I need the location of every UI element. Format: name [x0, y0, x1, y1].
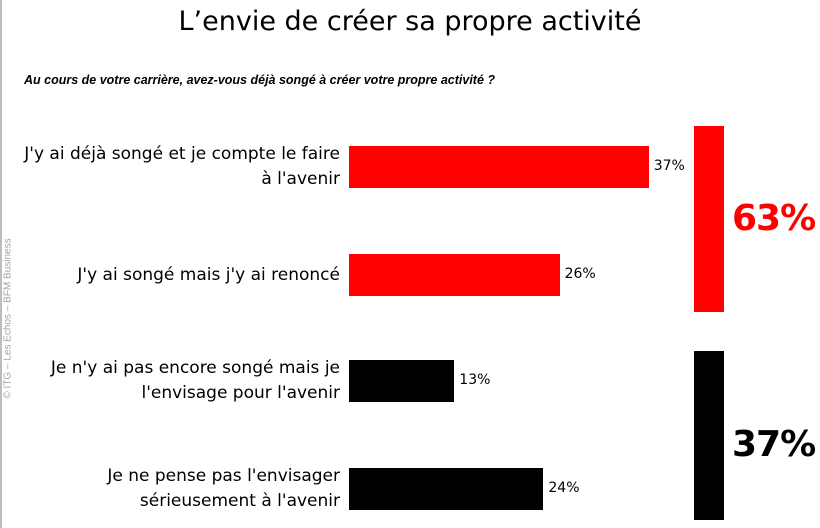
category-label-line: Je n'y ai pas encore songé mais je — [50, 358, 340, 378]
category-label-0: J'y ai déjà songé et je compte le faire à… — [0, 142, 340, 192]
chart-subtitle: Au cours de votre carrière, avez-vous dé… — [24, 73, 496, 87]
value-label-0: 37% — [653, 158, 685, 174]
category-label-1: J'y ai songé mais j'y ai renoncé — [0, 263, 340, 288]
bar-2 — [349, 360, 455, 402]
category-label-line: J'y ai songé mais j'y ai renoncé — [77, 264, 340, 285]
category-label-line: sérieusement à l'avenir — [139, 491, 340, 511]
category-label-line: J'y ai déjà songé et je compte le faire — [24, 144, 340, 164]
bar-0 — [349, 146, 649, 188]
group-bar-1 — [694, 351, 724, 520]
value-label-3: 24% — [548, 480, 580, 496]
bar-1 — [349, 254, 560, 296]
category-label-line: à l'avenir — [261, 169, 340, 189]
group-total-0: 63% — [732, 198, 816, 239]
category-label-line: l'envisage pour l'avenir — [141, 383, 340, 403]
category-label-3: Je ne pense pas l'envisager sérieusement … — [0, 464, 340, 514]
group-bar-0 — [694, 126, 724, 312]
category-label-line: Je ne pense pas l'envisager — [107, 466, 340, 486]
chart-title: L’envie de créer sa propre activité — [178, 6, 642, 37]
value-label-1: 26% — [564, 266, 596, 282]
left-edge-rule — [0, 0, 2, 528]
bar-3 — [349, 468, 544, 510]
group-total-1: 37% — [732, 424, 816, 465]
value-label-2: 13% — [459, 372, 491, 388]
category-label-2: Je n'y ai pas encore songé mais je l'envi… — [0, 356, 340, 406]
